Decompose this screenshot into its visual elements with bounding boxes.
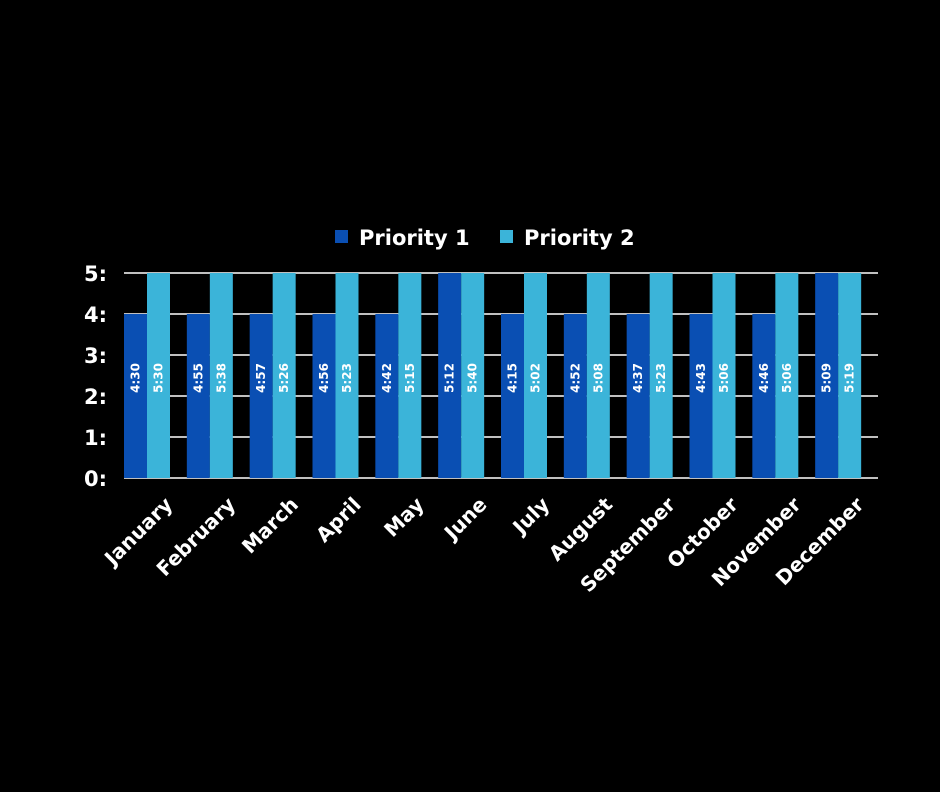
data-label-april-priority-2: 5:23	[340, 363, 354, 393]
bar-january-priority-1	[124, 314, 147, 478]
bar-series	[124, 273, 862, 478]
data-label-november-priority-2: 5:06	[780, 363, 794, 393]
bar-november-priority-2	[775, 273, 799, 478]
y-tick-label-4: 4:	[84, 303, 107, 327]
data-label-may-priority-1: 4:42	[380, 363, 394, 393]
y-tick-label-3: 3:	[84, 344, 107, 368]
bar-september-priority-2	[649, 273, 673, 478]
bar-february-priority-1	[186, 314, 210, 478]
data-label-february-priority-2: 5:38	[214, 363, 228, 393]
data-label-october-priority-1: 4:43	[694, 363, 708, 393]
legend-label-1: Priority 1	[359, 226, 470, 250]
data-label-may-priority-2: 5:15	[403, 363, 417, 393]
data-label-january-priority-1: 4:30	[129, 363, 143, 393]
bar-july-priority-1	[501, 314, 524, 478]
bar-december-priority-1	[815, 273, 839, 478]
data-label-august-priority-1: 4:52	[568, 363, 582, 393]
data-labels: 4:30 5:30 4:55 5:38 4:57 5:26 4:56 5:23 4:42 5:15…	[129, 363, 857, 393]
x-tick-label-july: July	[507, 492, 555, 540]
bar-june-priority-2	[461, 273, 485, 478]
bar-october-priority-1	[689, 314, 713, 478]
data-label-december-priority-2: 5:19	[843, 363, 857, 393]
bar-april-priority-1	[312, 314, 336, 478]
data-label-august-priority-2: 5:08	[591, 363, 605, 393]
bar-august-priority-1	[563, 314, 587, 478]
y-tick-label-1: 1:	[84, 426, 107, 450]
x-tick-label-june: June	[438, 492, 491, 545]
data-label-april-priority-1: 4:56	[317, 363, 331, 393]
bar-march-priority-1	[249, 314, 273, 478]
data-label-october-priority-2: 5:06	[717, 363, 731, 393]
bar-november-priority-1	[752, 314, 776, 478]
bar-may-priority-2	[398, 273, 422, 478]
data-label-july-priority-2: 5:02	[529, 363, 543, 393]
bar-december-priority-2	[838, 273, 862, 478]
legend-swatch-2	[500, 230, 513, 243]
data-label-march-priority-2: 5:26	[277, 363, 291, 393]
bar-april-priority-2	[335, 273, 359, 478]
data-label-july-priority-1: 4:15	[506, 363, 520, 393]
data-label-march-priority-1: 4:57	[254, 363, 268, 393]
bar-september-priority-1	[626, 314, 650, 478]
y-tick-label-0: 0:	[84, 467, 107, 491]
bar-october-priority-2	[712, 273, 736, 478]
bar-july-priority-2	[524, 273, 547, 478]
legend-label-2: Priority 2	[524, 226, 635, 250]
bar-march-priority-2	[272, 273, 296, 478]
bar-august-priority-2	[586, 273, 610, 478]
bar-february-priority-2	[209, 273, 233, 478]
data-label-june-priority-1: 5:12	[443, 363, 457, 393]
x-tick-label-march: March	[237, 492, 303, 558]
chart-legend: Priority 1 Priority 2	[335, 226, 635, 250]
data-label-september-priority-2: 5:23	[654, 363, 668, 393]
data-label-december-priority-1: 5:09	[820, 363, 834, 393]
data-label-september-priority-1: 4:37	[631, 363, 645, 393]
data-label-november-priority-1: 4:46	[757, 363, 771, 393]
data-label-february-priority-1: 4:55	[191, 363, 205, 393]
y-tick-label-2: 2:	[84, 385, 107, 409]
data-label-january-priority-2: 5:30	[152, 363, 166, 393]
legend-swatch-1	[335, 230, 348, 243]
y-tick-label-5: 5:	[84, 262, 107, 286]
y-axis: 0: 1: 2: 3: 4: 5:	[84, 262, 107, 491]
bar-may-priority-1	[375, 314, 399, 478]
bar-june-priority-1	[438, 273, 462, 478]
data-label-june-priority-2: 5:40	[466, 363, 480, 393]
bar-january-priority-2	[147, 273, 170, 478]
x-tick-label-april: April	[311, 492, 366, 547]
x-tick-label-may: May	[379, 492, 428, 541]
